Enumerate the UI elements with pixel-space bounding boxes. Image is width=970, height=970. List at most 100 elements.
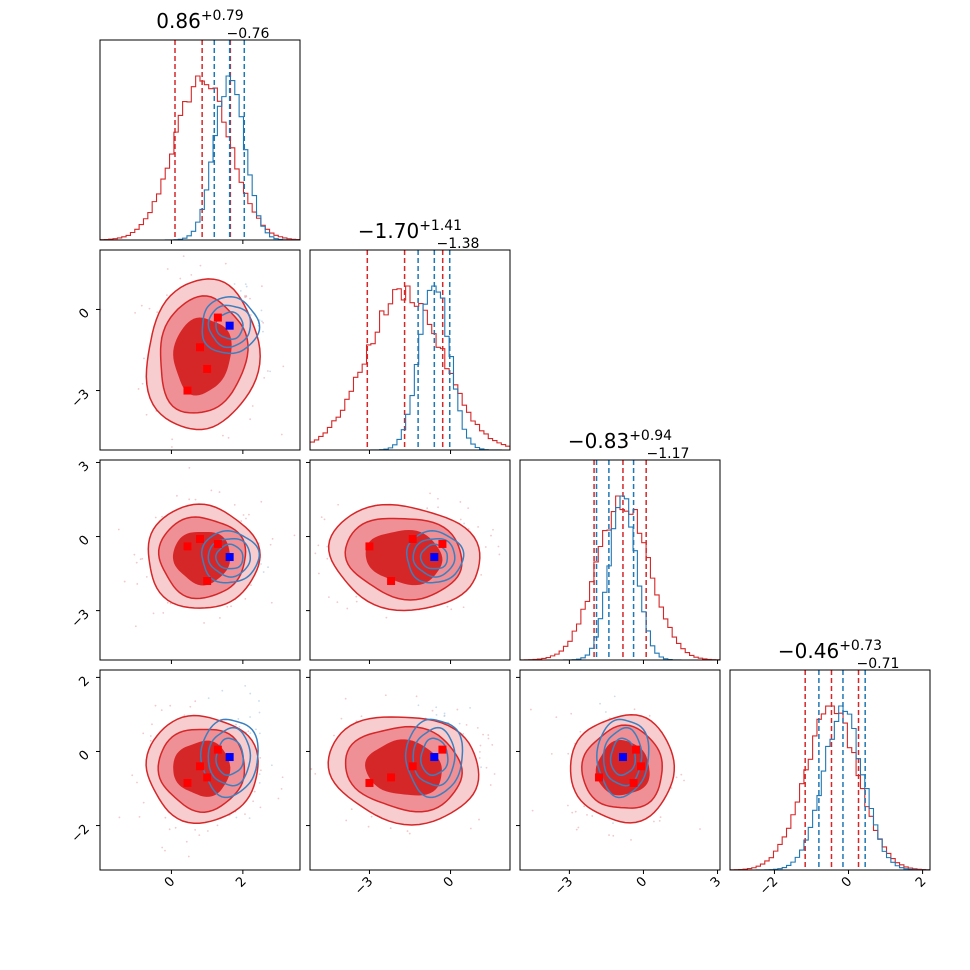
sample-point: [630, 839, 632, 841]
sample-point: [239, 289, 242, 292]
sample-point: [406, 830, 409, 832]
sample-point: [161, 515, 163, 518]
cell-0-0: 0.86+0.79−0.76: [99, 8, 301, 244]
blue-marker: [225, 753, 234, 762]
sample-point: [478, 757, 481, 759]
sample-point: [91, 763, 93, 765]
sample-point: [385, 616, 388, 619]
cell-2-1: [306, 459, 511, 664]
blue-contour-0: [405, 530, 465, 584]
sample-point: [137, 388, 140, 390]
blue-marker: [225, 321, 234, 330]
sample-point: [210, 489, 213, 492]
red-marker-2: [387, 773, 396, 782]
sample-point: [259, 756, 262, 759]
red-marker-3: [629, 778, 638, 787]
sample-point: [203, 622, 205, 624]
sample-point: [613, 695, 616, 698]
panel-frame: [519, 459, 721, 661]
sample-point: [683, 779, 685, 782]
red-marker-3: [365, 778, 374, 787]
sample-point: [484, 546, 487, 548]
sample-point: [261, 320, 263, 323]
sample-point: [258, 773, 261, 776]
sample-point: [478, 818, 480, 821]
sample-point: [271, 537, 274, 540]
cell-3-1: −3 0: [306, 669, 524, 898]
sample-point: [492, 528, 494, 531]
sample-point: [166, 601, 169, 604]
sample-point: [233, 503, 236, 506]
blue-contour-1: [207, 537, 252, 578]
x-tick-label-1-0: −3: [352, 874, 376, 898]
sample-point: [221, 689, 224, 692]
sample-point: [389, 827, 392, 830]
blue-marker: [618, 753, 627, 762]
sample-point: [437, 506, 439, 509]
sample-point: [266, 370, 269, 372]
title-minus-3: −0.71: [857, 656, 900, 672]
red-marker-2: [203, 576, 212, 585]
sample-point: [344, 697, 347, 700]
sample-point: [258, 711, 261, 714]
sample-point: [168, 828, 171, 831]
sample-point: [179, 277, 182, 280]
sample-point: [599, 702, 601, 705]
sample-point: [417, 704, 420, 707]
sample-point: [583, 805, 586, 808]
histogram-series-1: [100, 75, 300, 240]
blue-contour-0: [596, 718, 650, 799]
red-marker-2: [595, 773, 604, 782]
sample-point: [194, 828, 197, 831]
sample-point: [591, 815, 594, 817]
sample-point: [258, 700, 260, 702]
panel-frame: [309, 249, 511, 451]
sample-point: [238, 725, 241, 728]
sample-point: [493, 773, 496, 775]
sample-point: [244, 813, 246, 816]
sample-point: [515, 797, 517, 799]
sample-point: [355, 600, 358, 603]
blue-contour-0: [404, 718, 464, 799]
title-param-3: −0.46+0.73: [778, 638, 882, 663]
sample-point: [485, 766, 488, 769]
sample-point: [199, 264, 202, 267]
sample-point: [326, 557, 329, 560]
sample-point: [680, 773, 683, 776]
cell-1-0: −3 0: [69, 249, 301, 454]
sample-point: [176, 494, 178, 497]
sample-point: [350, 808, 353, 811]
sample-point: [123, 580, 126, 583]
sample-point: [262, 321, 265, 324]
blue-contour-0: [200, 530, 261, 584]
sample-point: [235, 816, 238, 819]
sample-point: [188, 498, 191, 501]
sample-point: [237, 718, 240, 720]
sample-point: [227, 436, 230, 439]
sample-point: [156, 311, 159, 314]
sample-point: [262, 330, 264, 333]
sample-point: [248, 513, 250, 516]
sample-point: [281, 776, 284, 779]
blue-contour-2: [215, 737, 245, 777]
panel-frame: [99, 249, 301, 451]
sample-point: [465, 723, 468, 726]
sample-point: [415, 695, 418, 698]
sample-point: [431, 709, 434, 712]
sample-point: [207, 697, 210, 700]
sample-point: [188, 466, 191, 469]
blue-marker: [225, 553, 234, 562]
sample-point: [490, 534, 492, 537]
sample-point: [467, 528, 470, 530]
sample-point: [240, 520, 243, 522]
sample-point: [346, 607, 349, 610]
blue-contour-1: [207, 726, 252, 787]
sample-point: [145, 575, 148, 578]
sample-point: [149, 735, 152, 737]
sample-point: [262, 571, 265, 573]
red-marker-1: [196, 535, 204, 544]
sample-point: [326, 545, 329, 548]
red-marker-2: [203, 364, 212, 373]
x-tick-label-3-1: 0: [839, 874, 855, 890]
sample-point: [522, 779, 524, 781]
